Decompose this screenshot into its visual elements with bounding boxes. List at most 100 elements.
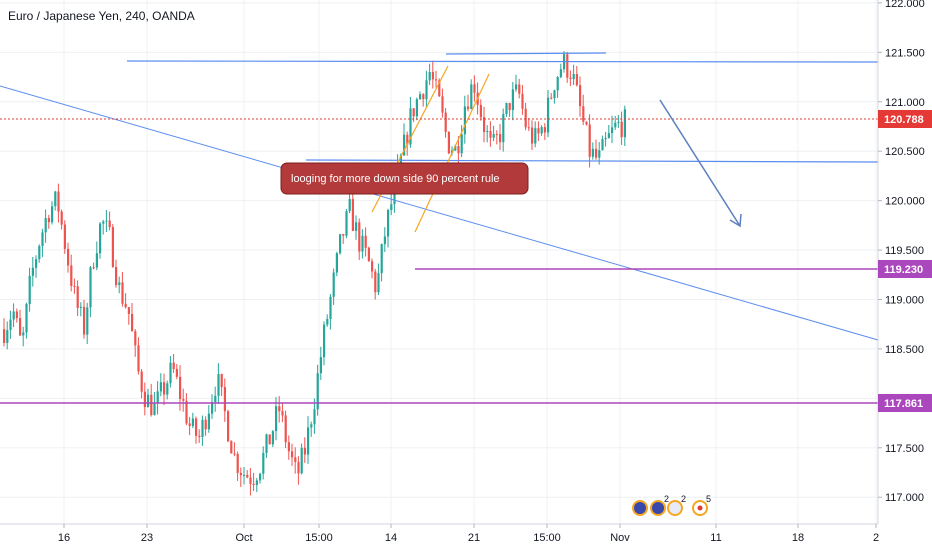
candle-body (137, 345, 140, 372)
candle-body (217, 374, 220, 396)
candle-body (332, 272, 335, 297)
candle-body (239, 472, 242, 476)
resistance-line-lower[interactable] (126, 60, 879, 63)
candle-body (265, 434, 268, 453)
support-line[interactable] (305, 159, 879, 163)
candle-body (44, 218, 47, 233)
economic-events[interactable]: 2 2 5 (632, 494, 711, 516)
candle-body (623, 109, 626, 138)
channel-line-right[interactable] (414, 73, 490, 233)
candle-body (3, 329, 6, 343)
grid (0, 0, 878, 524)
candle-body (543, 127, 546, 133)
candle-body (76, 286, 79, 308)
candle-body (611, 127, 614, 134)
candle-body (339, 234, 342, 254)
candle-body (447, 131, 450, 154)
candle-body (54, 191, 57, 207)
candle-body (467, 106, 470, 109)
price-tick-label: 120.000 (885, 196, 925, 208)
event-flag-us-icon[interactable] (667, 500, 683, 516)
candle-body (422, 94, 425, 100)
candle-body (195, 418, 198, 436)
candle-body (297, 461, 300, 474)
candle-body (505, 103, 508, 115)
candle-body (419, 94, 422, 100)
candle-body (598, 150, 601, 158)
candle-body (374, 271, 377, 293)
candle-body (572, 74, 575, 80)
candle-body (521, 93, 524, 109)
candle-body (463, 106, 466, 135)
candle-body (243, 474, 246, 476)
descending-trendline[interactable] (0, 85, 879, 341)
candle-body (131, 313, 134, 332)
time-tick-label: 18 (792, 532, 804, 544)
candle-body (185, 400, 188, 424)
candle-body (435, 79, 438, 81)
resistance-line-upper[interactable] (445, 52, 607, 55)
candle-body (387, 210, 390, 237)
candle-body (118, 282, 121, 286)
candle-body (620, 121, 623, 138)
candle-body (454, 146, 457, 151)
candle-body (99, 223, 102, 254)
candle-body (550, 97, 553, 99)
candle-body (92, 267, 95, 269)
candle-body (486, 130, 489, 133)
candle-body (329, 296, 332, 319)
candle-body (518, 84, 521, 94)
candle-body (262, 452, 265, 474)
level-1-price-tag: 119.230 (878, 260, 932, 278)
event-count-c: 5 (706, 494, 711, 504)
candle-body (57, 191, 60, 212)
candle-body (313, 409, 316, 425)
candle-body (291, 451, 294, 458)
candle-body (179, 376, 182, 399)
candle-body (12, 311, 15, 320)
level-2-price-tag-text: 117.861 (884, 398, 923, 410)
drawings[interactable] (0, 52, 879, 404)
candle-body (223, 387, 226, 412)
candle-body (25, 304, 28, 333)
annotation-callout[interactable]: looging for more down side 90 percent ru… (280, 162, 529, 195)
candle-body (236, 453, 239, 473)
candle-body (121, 282, 124, 304)
candle-body (198, 435, 201, 437)
time-tick-label: 15:00 (533, 532, 561, 544)
candle-body (383, 236, 386, 245)
event-flag-eu-icon[interactable] (650, 500, 666, 516)
price-tick-label: 119.000 (885, 294, 924, 306)
price-tick-label: 117.000 (885, 492, 924, 504)
candle-body (566, 54, 569, 78)
candle-body (371, 261, 374, 272)
candle-body (579, 85, 582, 107)
candle-body (575, 74, 578, 86)
level-1-price-tag-text: 119.230 (884, 264, 923, 276)
candle-body (108, 220, 111, 228)
candle-body (319, 357, 322, 374)
candle-body (508, 103, 511, 111)
candle-body (335, 253, 338, 273)
candle-body (95, 253, 98, 268)
candle-body (153, 402, 156, 416)
event-flag-eu-icon[interactable] (632, 500, 648, 516)
candle-body (406, 134, 409, 145)
symbol-title: Euro / Japanese Yen, 240, OANDA (8, 9, 195, 23)
candle-body (255, 480, 258, 485)
candle-body (326, 318, 329, 325)
time-axis[interactable]: 16 23 Oct 15:00 14 21 15:00 Nov 11 18 2 (0, 523, 879, 544)
forecast-arrow-shaft[interactable] (659, 99, 741, 227)
candle-body (150, 394, 153, 416)
candle-body (604, 138, 607, 140)
candle-body (271, 431, 274, 445)
candle-body (259, 473, 262, 481)
candle-body (124, 303, 127, 308)
candle-body (28, 275, 31, 305)
candle-body (460, 134, 463, 154)
candle-body (524, 108, 527, 128)
candle-body (9, 319, 12, 331)
candle-body (47, 218, 50, 223)
